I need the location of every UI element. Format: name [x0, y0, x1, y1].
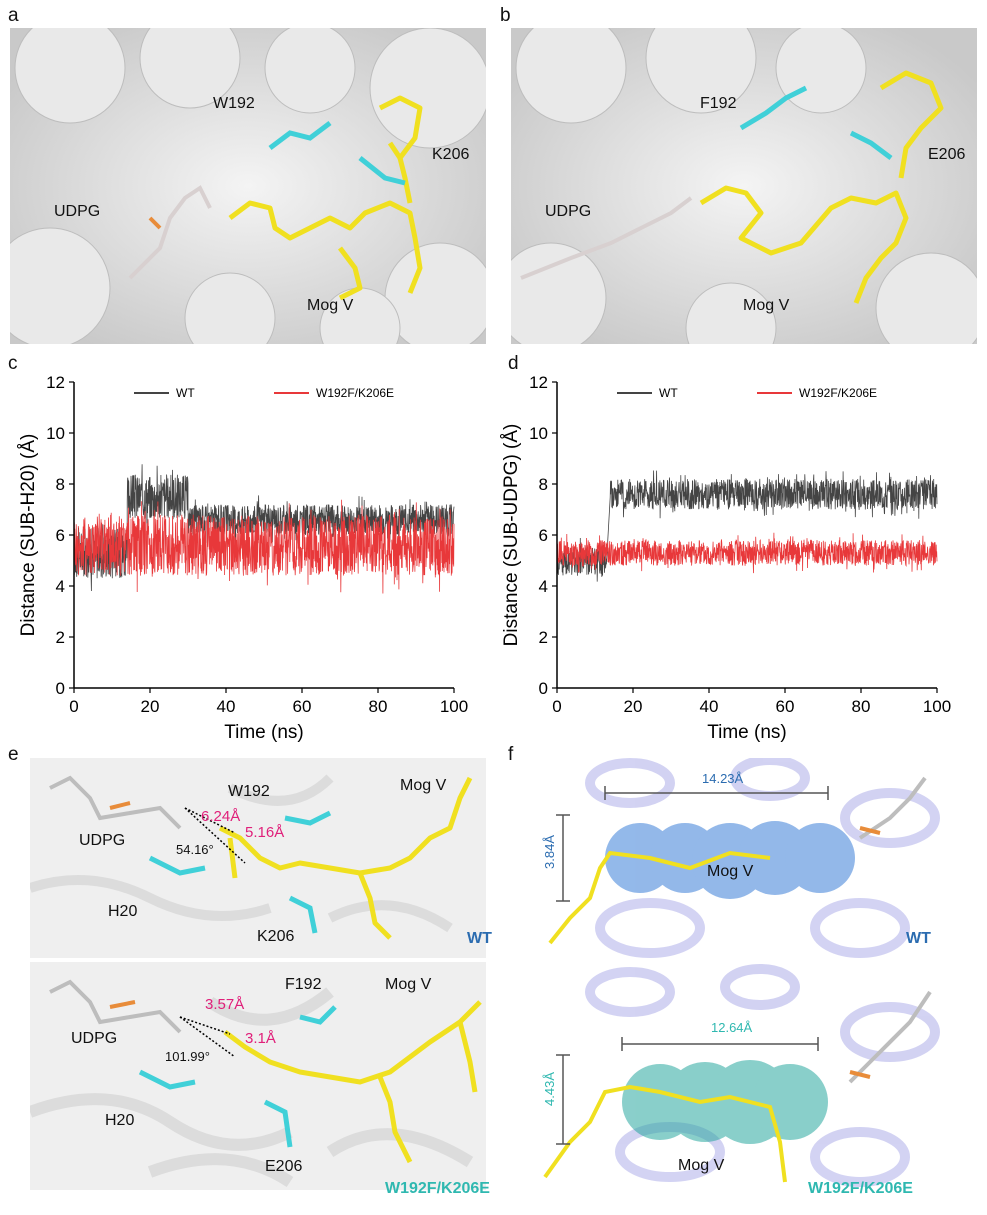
tag-f-mut: W192F/K206E — [808, 1180, 913, 1197]
x-tick-label: 60 — [776, 697, 795, 716]
label-e-wt-w192: W192 — [228, 783, 270, 800]
label-e-wt-angle: 54.16° — [176, 842, 214, 857]
y-tick-label: 12 — [529, 373, 548, 392]
y-tick-label: 10 — [529, 424, 548, 443]
y-tick-label: 2 — [539, 628, 548, 647]
label-f-mut-width: 4.43Å — [542, 1072, 557, 1106]
panel-b-structure-drawing — [511, 28, 977, 344]
x-tick-label: 100 — [923, 697, 951, 716]
panel-letter-b: b — [500, 5, 511, 26]
label-f-wt-width: 3.84Å — [542, 835, 557, 869]
panel-letter-f: f — [508, 744, 514, 765]
panel-a-structure-drawing — [10, 28, 486, 344]
label-udpg-b: UDPG — [545, 203, 592, 220]
y-tick-label: 0 — [56, 679, 65, 698]
label-f-wt-mogv: Mog V — [707, 863, 754, 880]
y-tick-label: 4 — [56, 577, 65, 596]
y-tick-label: 12 — [46, 373, 65, 392]
panel-letter-d: d — [508, 353, 519, 374]
label-k206: K206 — [432, 146, 470, 163]
panel-letter-a: a — [8, 5, 19, 26]
label-f-wt-length: 14.23Å — [702, 771, 744, 786]
label-e-wt-dist2: 5.16Å — [245, 824, 285, 841]
x-axis-label: Time (ns) — [707, 722, 787, 743]
label-f192: F192 — [700, 95, 737, 112]
label-e-mut-h20: H20 — [105, 1112, 135, 1129]
x-tick-label: 60 — [293, 697, 312, 716]
panel-f-wt-drawing — [548, 758, 940, 958]
x-axis-label: Time (ns) — [224, 722, 304, 743]
legend-label: W192F/K206E — [316, 386, 394, 400]
y-tick-label: 8 — [56, 475, 65, 494]
y-tick-label: 10 — [46, 424, 65, 443]
chart-c: 0 2 4 6 8 10 12 0 20 40 60 80 100 Time (ns) Distance (… — [18, 373, 468, 743]
y-axis-label: Distance (SUB-H20) (Å) — [18, 434, 39, 637]
x-tick-label: 80 — [369, 697, 388, 716]
tag-f-wt: WT — [906, 930, 931, 947]
y-axis-label: Distance (SUB-UDPG) (Å) — [501, 424, 522, 647]
label-e-mut-f192: F192 — [285, 976, 322, 993]
x-tick-label: 0 — [552, 697, 561, 716]
label-mogv-a: Mog V — [307, 297, 354, 314]
y-tick-label: 6 — [539, 526, 548, 545]
y-tick-label: 8 — [539, 475, 548, 494]
label-e-mut-mogv: Mog V — [385, 976, 432, 993]
panel-f-wt-structure — [530, 758, 986, 968]
label-e-wt-h20: H20 — [108, 903, 138, 920]
x-tick-label: 40 — [700, 697, 719, 716]
label-e-wt-dist1: 6.24Å — [201, 808, 241, 825]
x-tick-label: 20 — [141, 697, 160, 716]
label-e-mut-dist1: 3.57Å — [205, 996, 245, 1013]
x-tick-label: 20 — [624, 697, 643, 716]
label-e-mut-udpg: UDPG — [71, 1030, 118, 1047]
panel-e-mut-structure — [30, 962, 486, 1190]
y-tick-label: 4 — [539, 577, 548, 596]
panel-e-wt-drawing — [30, 774, 473, 940]
label-e-wt-mogv: Mog V — [400, 777, 447, 794]
panel-letter-c: c — [8, 353, 18, 374]
x-tick-label: 0 — [69, 697, 78, 716]
series-line-wt — [73, 464, 455, 592]
panel-e-mut-drawing — [30, 979, 482, 1188]
panel-f-mut-drawing — [543, 964, 940, 1187]
series-line-wt — [556, 470, 938, 582]
label-e-wt-k206: K206 — [257, 928, 295, 945]
label-e-wt-udpg: UDPG — [79, 832, 126, 849]
panel-e-wt-structure — [30, 758, 486, 958]
panel-f-mut-structure — [530, 962, 986, 1190]
label-w192: W192 — [213, 95, 255, 112]
chart-d: 0 2 4 6 8 10 12 0 20 40 60 80 100 Time (ns) Distance (… — [501, 373, 951, 743]
label-e-mut-angle: 101.99° — [165, 1049, 210, 1064]
label-e-mut-e206: E206 — [265, 1158, 303, 1175]
label-udpg-a: UDPG — [54, 203, 101, 220]
label-f-mut-length: 12.64Å — [711, 1020, 753, 1035]
panel-b-structure — [511, 28, 977, 344]
x-tick-label: 40 — [217, 697, 236, 716]
legend-label: WT — [659, 386, 678, 400]
label-e-mut-dist2: 3.1Å — [245, 1030, 276, 1047]
x-tick-label: 100 — [440, 697, 468, 716]
panel-letter-e: e — [8, 744, 19, 765]
label-mogv-b: Mog V — [743, 297, 790, 314]
legend-label: WT — [176, 386, 195, 400]
tag-e-wt: WT — [467, 930, 492, 947]
series-line-mutant — [556, 532, 938, 574]
legend-label: W192F/K206E — [799, 386, 877, 400]
label-e206: E206 — [928, 146, 966, 163]
y-tick-label: 2 — [56, 628, 65, 647]
y-tick-label: 6 — [56, 526, 65, 545]
x-tick-label: 80 — [852, 697, 871, 716]
label-f-mut-mogv: Mog V — [678, 1157, 725, 1174]
y-tick-label: 0 — [539, 679, 548, 698]
tag-e-mut: W192F/K206E — [385, 1180, 490, 1197]
panel-a-structure — [10, 28, 486, 344]
